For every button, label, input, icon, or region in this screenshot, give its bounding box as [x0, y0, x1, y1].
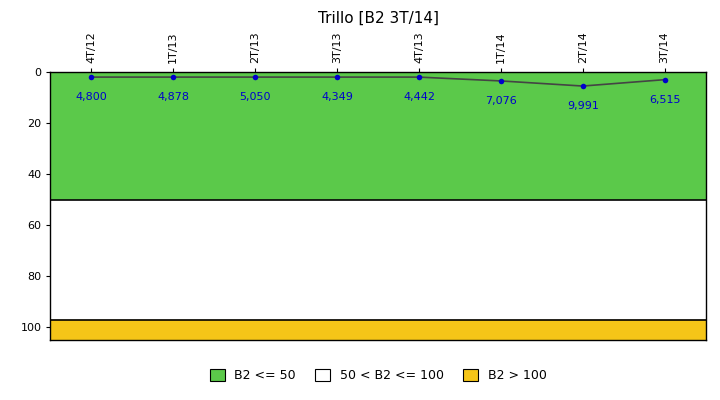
Legend: B2 <= 50, 50 < B2 <= 100, B2 > 100: B2 <= 50, 50 < B2 <= 100, B2 > 100 [204, 364, 552, 387]
Text: 5,050: 5,050 [240, 92, 271, 102]
Text: 4,800: 4,800 [76, 92, 107, 102]
Bar [50, 72, 706, 200]
Text: 4,442: 4,442 [403, 92, 435, 102]
Text: 4,349: 4,349 [321, 92, 353, 102]
Bar [50, 200, 706, 327]
Text: 4,878: 4,878 [157, 92, 189, 102]
Text: 9,991: 9,991 [567, 101, 599, 111]
Title: Trillo [B2 3T/14]: Trillo [B2 3T/14] [318, 11, 438, 26]
Text: 7,076: 7,076 [485, 96, 517, 106]
Text: 6,515: 6,515 [649, 95, 680, 105]
Bar [50, 320, 706, 340]
